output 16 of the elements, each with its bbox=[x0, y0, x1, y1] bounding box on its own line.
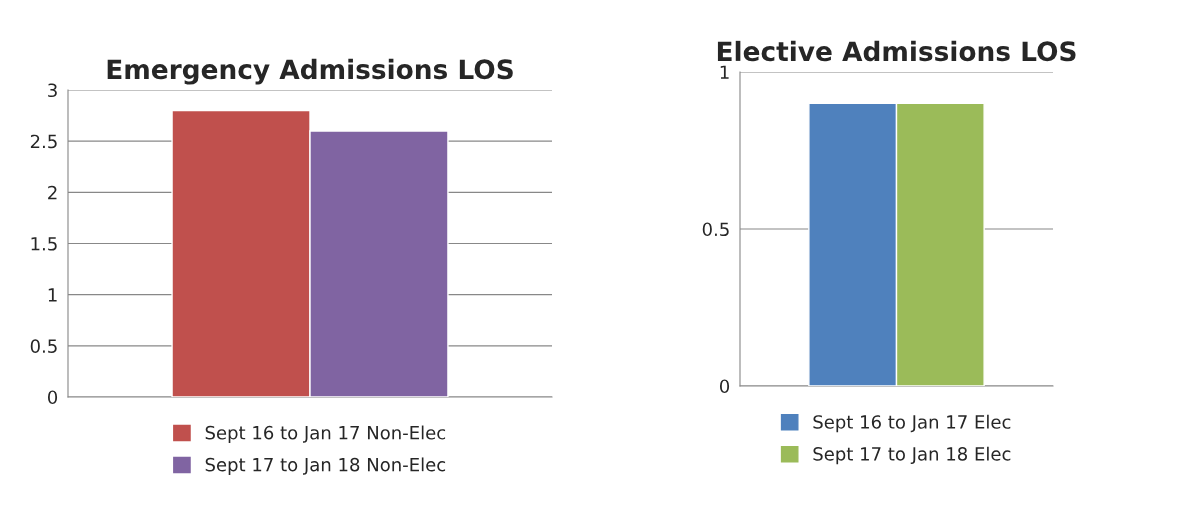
legend-label: Sept 17 to Jan 18 Elec bbox=[813, 446, 1011, 465]
y-tick-label: 1 bbox=[720, 65, 729, 79]
legend-label: Sept 16 to Jan 17 Elec bbox=[813, 414, 1011, 433]
y-tick-label: 1 bbox=[48, 288, 57, 302]
y-tick-label: 3 bbox=[48, 83, 57, 98]
y-tick-label: 0 bbox=[719, 379, 730, 394]
y-tick-label: 1.5 bbox=[31, 237, 57, 251]
y-tick-label: 2 bbox=[48, 185, 57, 200]
legend-label: Sept 17 to Jan 18 Non-Elec bbox=[205, 457, 446, 475]
y-tick-label: 0 bbox=[47, 390, 58, 405]
y-tick-label: 0.5 bbox=[702, 222, 729, 237]
chart-title: Emergency Admissions LOS bbox=[107, 58, 513, 85]
legend-label: Sept 16 to Jan 17 Non-Elec bbox=[205, 425, 446, 444]
y-tick-label: 2.5 bbox=[30, 134, 57, 149]
chart-title: Elective Admissions LOS bbox=[717, 40, 1076, 62]
y-tick-label: 0.5 bbox=[30, 339, 57, 353]
